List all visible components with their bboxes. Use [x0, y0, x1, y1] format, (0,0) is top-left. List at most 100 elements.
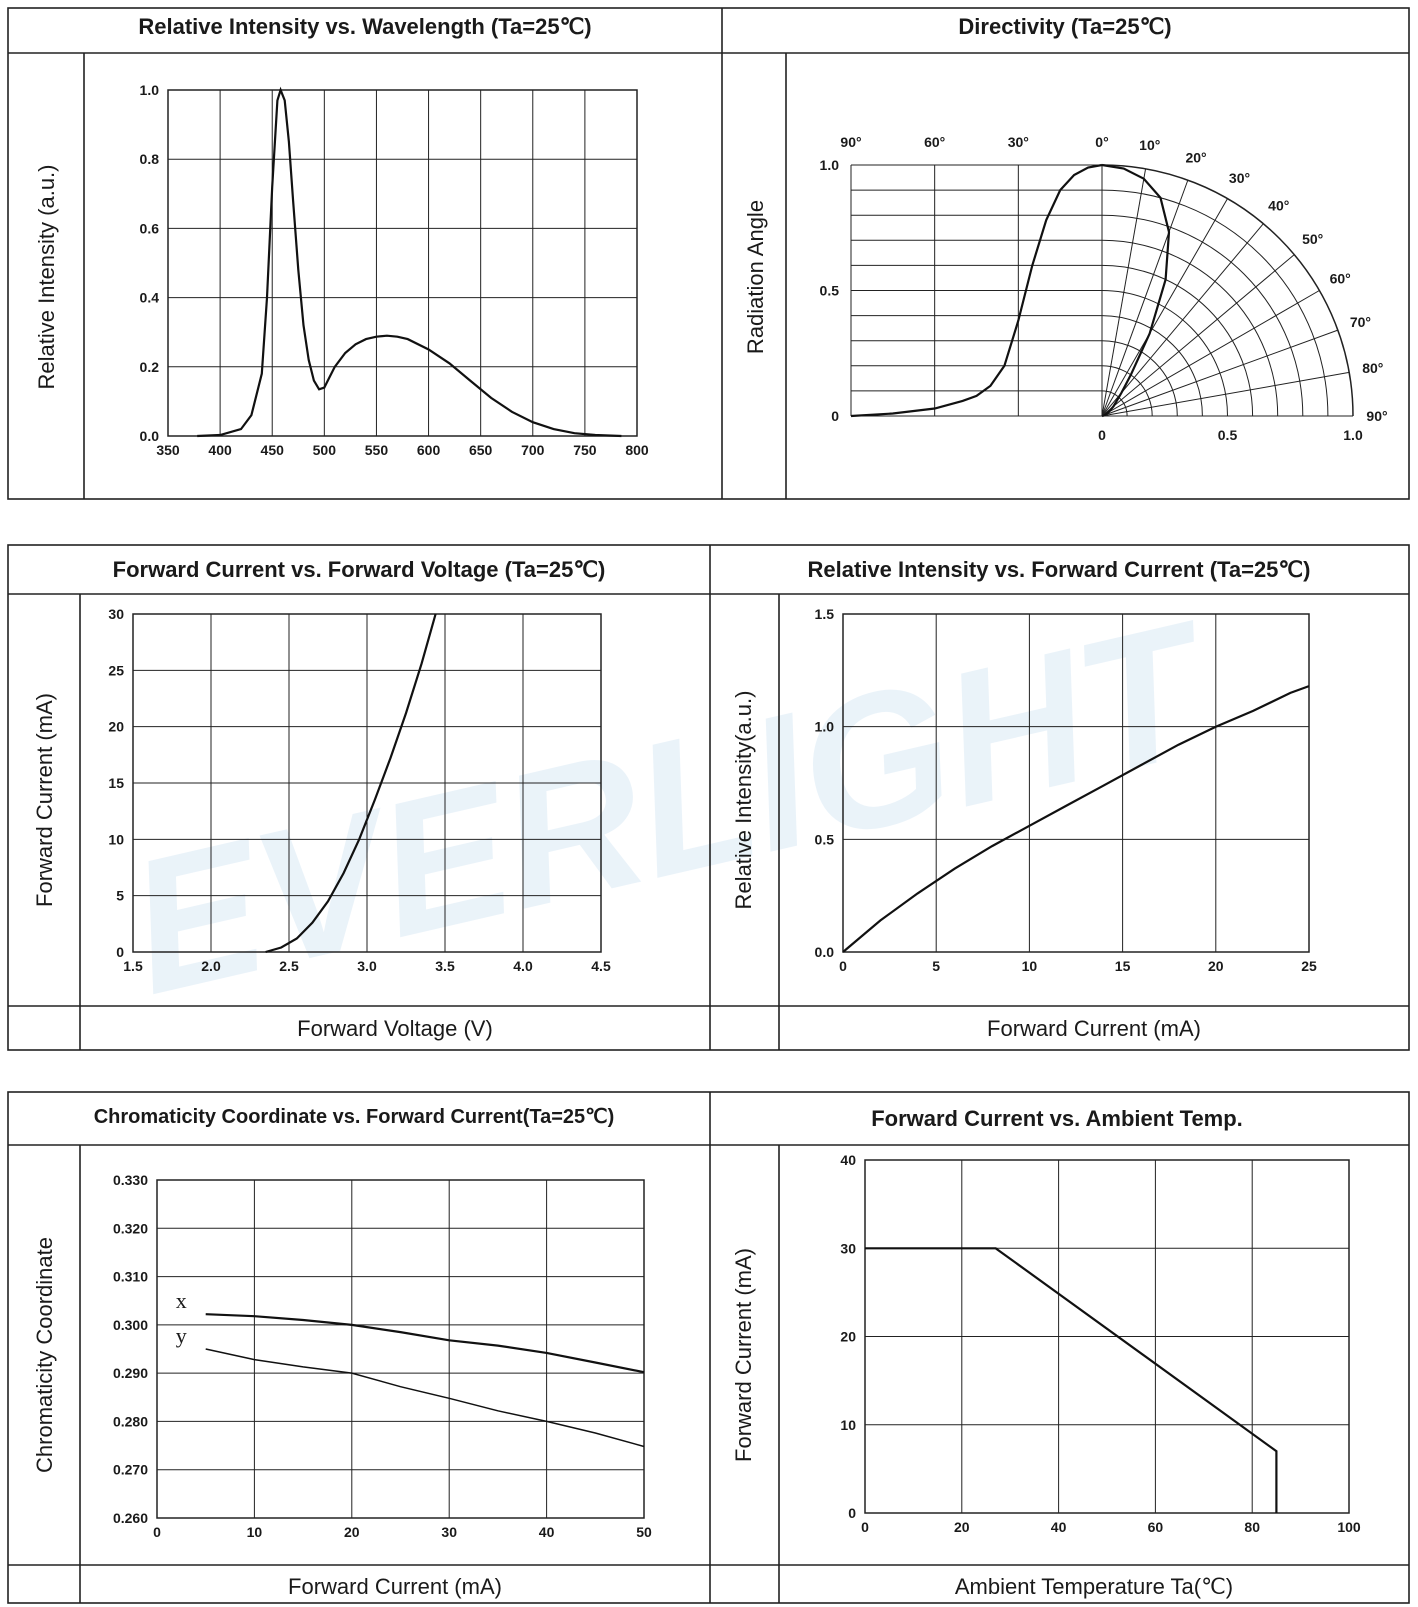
chroma-ylabel: Chromaticity Coordinate	[32, 1237, 57, 1473]
directivity-ytick-2: 1.0	[820, 157, 840, 173]
chroma-ytick-6: 0.320	[113, 1220, 148, 1236]
directivity-ytick-0: 0	[831, 408, 839, 424]
chroma-ytick-4: 0.300	[113, 1317, 148, 1333]
spectrum-ytick-3: 0.6	[140, 220, 160, 236]
directivity-arc-8	[1101, 214, 1304, 417]
spectrum-xtick-4: 550	[365, 442, 389, 458]
li-ylabel: Relative Intensity(a.u.)	[731, 691, 756, 910]
iv-xtick-5: 4.0	[513, 958, 533, 974]
spectrum-ylabel: Relative Intensity (a.u.)	[34, 165, 59, 390]
chroma-xtick-4: 40	[539, 1524, 555, 1540]
plots: 350 400 450 500 550 600 650 700 750 8000.00.20.40…	[108, 82, 1387, 1540]
iv-xtick-3: 3.0	[357, 958, 377, 974]
iv-ytick-1: 5	[116, 888, 124, 904]
spectrum-xtick-7: 700	[521, 442, 545, 458]
directivity-polar-angle-2: 30°	[1229, 170, 1250, 186]
spectrum-ytick-5: 1.0	[140, 82, 160, 98]
derating-title: Forward Current vs. Ambient Temp.	[871, 1106, 1243, 1131]
li-ytick-1: 0.5	[815, 831, 835, 847]
li-title: Relative Intensity vs. Forward Current (…	[808, 557, 1311, 582]
li-frame	[842, 613, 1310, 953]
spectrum-xtick-0: 350	[156, 442, 180, 458]
chroma-xtick-3: 30	[441, 1524, 457, 1540]
directivity-rtick-2: 1.0	[1343, 427, 1363, 443]
iv-title: Forward Current vs. Forward Voltage (Ta=…	[113, 557, 606, 582]
spectrum-xtick-1: 400	[208, 442, 232, 458]
derating-ytick-1: 10	[840, 1417, 856, 1433]
iv-ytick-5: 25	[108, 662, 124, 678]
derating-xtick-1: 20	[954, 1519, 970, 1535]
directivity-polar-angle-5: 60°	[1330, 271, 1351, 287]
chroma-ytick-0: 0.260	[113, 1510, 148, 1526]
spectrum-xtick-5: 600	[417, 442, 441, 458]
directivity-arc-10	[1101, 164, 1354, 417]
directivity-cartesian-curve	[850, 163, 1103, 418]
li-ytick-3: 1.5	[815, 606, 835, 622]
table-1-border	[7, 7, 1410, 500]
spectrum-xtick-3: 500	[313, 442, 337, 458]
directivity-left-angle-1: 60°	[924, 134, 945, 150]
directivity-ray-40	[1101, 223, 1264, 417]
directivity-ray-50	[1101, 254, 1295, 417]
chroma-ytick-2: 0.280	[113, 1413, 148, 1429]
spectrum-xtick-2: 450	[261, 442, 285, 458]
table-3	[7, 1091, 1410, 1604]
directivity-polar-angle-8: 90°	[1366, 408, 1387, 424]
directivity-left-angle-3: 0°	[1095, 134, 1108, 150]
chroma-ytick-7: 0.330	[113, 1172, 148, 1188]
iv-ytick-0: 0	[116, 944, 124, 960]
spectrum-frame	[167, 89, 638, 437]
li-xtick-3: 15	[1115, 958, 1131, 974]
derating-xtick-4: 80	[1244, 1519, 1260, 1535]
chroma-xlabel: Forward Current (mA)	[288, 1574, 502, 1599]
directivity-ray-80	[1101, 371, 1350, 417]
iv-xtick-0: 1.5	[123, 958, 143, 974]
li-xtick-1: 5	[932, 958, 940, 974]
directivity-polar-curve	[1101, 163, 1171, 418]
chroma-frame	[156, 1179, 645, 1519]
chroma-series-label-y: y	[176, 1323, 187, 1348]
directivity-polar-angle-4: 50°	[1302, 231, 1323, 247]
iv-ylabel: Forward Current (mA)	[32, 693, 57, 907]
derating-ytick-0: 0	[848, 1505, 856, 1521]
directivity-arc-4	[1101, 315, 1203, 417]
directivity-arc-3	[1101, 340, 1178, 417]
spectrum-ytick-0: 0.0	[140, 428, 160, 444]
derating-ytick-2: 20	[840, 1329, 856, 1345]
spectrum-plot: 350 400 450 500 550 600 650 700 750 800 0.0 0.2 0.4 0…	[140, 82, 649, 458]
chroma-series-x-line	[205, 1313, 645, 1374]
derating-ylabel: Forward Current (mA)	[731, 1248, 756, 1462]
li-xtick-4: 20	[1208, 958, 1224, 974]
directivity-title: Directivity (Ta=25℃)	[958, 14, 1171, 39]
directivity-arc-9	[1101, 189, 1329, 417]
derating-xlabel: Ambient Temperature Ta(℃)	[955, 1574, 1233, 1599]
directivity-polar-angle-3: 40°	[1268, 197, 1289, 213]
li-series-0-line	[842, 685, 1310, 953]
iv-ytick-2: 10	[108, 831, 124, 847]
derating-plot: 0 20 40 60 80 100 0 10 20 30 40	[840, 1152, 1360, 1535]
spectrum-series-0-line	[197, 86, 622, 438]
chroma-xtick-2: 20	[344, 1524, 360, 1540]
spectrum-xtick-6: 650	[469, 442, 493, 458]
iv-xtick-6: 4.5	[591, 958, 611, 974]
li-ytick-2: 1.0	[815, 719, 835, 735]
chroma-xtick-0: 0	[153, 1524, 161, 1540]
directivity-rtick-0: 0	[1098, 427, 1106, 443]
chroma-title: Chromaticity Coordinate vs. Forward Curr…	[94, 1106, 615, 1128]
directivity-ray-60	[1101, 290, 1320, 417]
li-xlabel: Forward Current (mA)	[987, 1016, 1201, 1041]
li-xtick-5: 25	[1301, 958, 1317, 974]
directivity-arc-6	[1101, 264, 1254, 417]
spectrum-title: Relative Intensity vs. Wavelength (Ta=25…	[138, 14, 591, 39]
iv-series-0-line	[265, 613, 437, 954]
table-3-border	[7, 1091, 1410, 1604]
spectrum-xtick-8: 750	[573, 442, 597, 458]
chroma-plot: 0 10 20 30 40 50 0.260 0.270 0.280 0.290 0.300 0.31…	[113, 1172, 652, 1540]
directivity-arc-2	[1101, 365, 1153, 417]
directivity-polar-angle-1: 20°	[1185, 150, 1206, 166]
derating-xtick-0: 0	[861, 1519, 869, 1535]
chroma-ytick-3: 0.290	[113, 1365, 148, 1381]
table-2-border	[7, 544, 1410, 1051]
table-1	[7, 7, 1410, 500]
